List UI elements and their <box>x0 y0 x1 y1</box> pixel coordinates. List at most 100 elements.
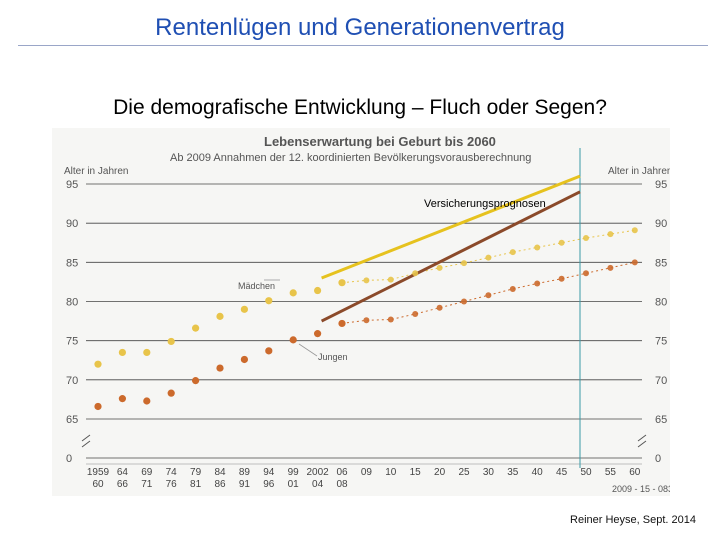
point-jungen-22 <box>631 259 638 266</box>
x-tick-top-15: 25 <box>458 467 470 478</box>
x-tick-bottom-3: 76 <box>166 479 178 490</box>
x-tick-top-3: 74 <box>166 467 178 478</box>
point-maedchen-19 <box>558 239 565 246</box>
slide-title: Rentenlügen und Generationenvertrag <box>155 14 565 41</box>
point-jungen-21 <box>607 264 614 271</box>
point-jungen-6 <box>240 355 248 364</box>
point-maedchen-5 <box>216 312 224 320</box>
series-label-maedchen: Mädchen <box>238 281 275 291</box>
x-tick-top-12: 10 <box>385 467 397 478</box>
point-jungen-16 <box>485 292 492 299</box>
y-tick-right-95: 95 <box>655 179 667 191</box>
y-tick-left-65: 65 <box>66 414 78 426</box>
point-jungen-19 <box>558 275 565 282</box>
x-tick-bottom-6: 91 <box>239 479 251 490</box>
chart-title: Lebenserwartung bei Geburt bis 2060 <box>264 134 496 149</box>
y-tick-right-85: 85 <box>655 257 667 269</box>
x-tick-top-4: 79 <box>190 467 202 478</box>
point-maedchen-16 <box>485 254 492 261</box>
y-tick-right-75: 75 <box>655 336 667 348</box>
point-jungen-18 <box>534 280 541 287</box>
point-jungen-13 <box>412 311 419 318</box>
point-maedchen-14 <box>436 264 443 271</box>
point-jungen-7 <box>265 347 273 355</box>
axis-break-right <box>637 434 647 448</box>
y-tick-right-80: 80 <box>655 297 667 309</box>
point-maedchen-22 <box>631 227 638 234</box>
x-tick-top-20: 50 <box>580 467 592 478</box>
x-tick-top-0: 1959 <box>87 467 110 478</box>
point-maedchen-12 <box>387 276 394 283</box>
y-tick-left-85: 85 <box>66 257 78 269</box>
x-tick-top-21: 55 <box>605 467 617 478</box>
x-tick-top-17: 35 <box>507 467 519 478</box>
x-tick-bottom-4: 81 <box>190 479 202 490</box>
y-tick-left-75: 75 <box>66 336 78 348</box>
chart-subtitle: Ab 2009 Annahmen der 12. koordinierten B… <box>170 152 531 164</box>
axis-break-left <box>81 434 91 448</box>
x-tick-top-1: 64 <box>117 467 129 478</box>
point-maedchen-11 <box>363 277 370 284</box>
footer-credit: Reiner Heyse, Sept. 2014 <box>570 514 696 526</box>
point-jungen-4 <box>192 377 200 385</box>
point-maedchen-0 <box>94 360 102 368</box>
x-tick-top-8: 99 <box>288 467 300 478</box>
point-maedchen-6 <box>240 305 248 313</box>
point-jungen-15 <box>461 298 467 305</box>
point-jungen-5 <box>216 364 224 372</box>
point-maedchen-9 <box>314 286 322 295</box>
point-jungen-20 <box>583 270 589 277</box>
x-tick-top-16: 30 <box>483 467 495 478</box>
x-tick-top-18: 40 <box>532 467 544 478</box>
point-jungen-11 <box>363 317 370 324</box>
point-jungen-2 <box>143 397 151 405</box>
point-jungen-14 <box>436 304 443 311</box>
slide-subtitle: Die demografische Entwicklung – Fluch od… <box>113 96 607 119</box>
point-maedchen-13 <box>412 270 419 277</box>
annotation-versicherung: Versicherungsprognosen <box>424 198 546 210</box>
point-maedchen-2 <box>143 348 151 357</box>
x-tick-top-2: 69 <box>141 467 153 478</box>
point-jungen-0 <box>94 402 102 411</box>
chart-canvas: Lebenserwartung bei Geburt bis 2060 Ab 2… <box>64 134 670 494</box>
title-divider <box>18 45 708 46</box>
point-maedchen-4 <box>192 324 200 332</box>
x-tick-top-7: 94 <box>263 467 275 478</box>
x-tick-top-14: 20 <box>434 467 446 478</box>
y-tick-left-90: 90 <box>66 218 78 230</box>
point-maedchen-20 <box>583 235 589 242</box>
x-tick-top-10: 06 <box>336 467 348 478</box>
y-axis-label-left: Alter in Jahren <box>64 166 128 177</box>
point-maedchen-15 <box>461 260 467 267</box>
chart-source: 2009 - 15 - 0838 <box>612 484 670 494</box>
point-jungen-12 <box>387 316 394 323</box>
x-tick-bottom-0: 60 <box>92 479 104 490</box>
y-tick-left-70: 70 <box>66 375 78 387</box>
x-tick-bottom-7: 96 <box>263 479 275 490</box>
series-label-jungen: Jungen <box>318 352 348 362</box>
y-tick-right-65: 65 <box>655 414 667 426</box>
y-tick-left-80: 80 <box>66 297 78 309</box>
x-tick-bottom-2: 71 <box>141 479 153 490</box>
x-tick-bottom-5: 86 <box>214 479 226 490</box>
x-tick-bottom-8: 01 <box>288 479 300 490</box>
prognosis-line-jungen <box>320 190 581 323</box>
y-tick-right-0: 0 <box>655 453 661 465</box>
point-maedchen-18 <box>534 244 541 251</box>
y-tick-left-95: 95 <box>66 179 78 191</box>
point-maedchen-1 <box>118 348 126 357</box>
x-tick-top-19: 45 <box>556 467 568 478</box>
y-tick-left-0: 0 <box>66 453 72 465</box>
x-tick-bottom-1: 66 <box>117 479 129 490</box>
point-maedchen-17 <box>509 249 516 256</box>
x-tick-top-11: 09 <box>361 467 373 478</box>
point-jungen-3 <box>167 389 175 397</box>
life-expectancy-chart: Lebenserwartung bei Geburt bis 2060 Ab 2… <box>52 128 670 496</box>
y-tick-right-90: 90 <box>655 218 667 230</box>
x-tick-top-5: 84 <box>214 467 226 478</box>
x-tick-bottom-9: 04 <box>312 479 324 490</box>
x-tick-top-6: 89 <box>239 467 251 478</box>
prognosis-line-maedchen <box>321 174 581 280</box>
point-jungen-1 <box>118 395 126 403</box>
point-maedchen-8 <box>289 289 297 297</box>
